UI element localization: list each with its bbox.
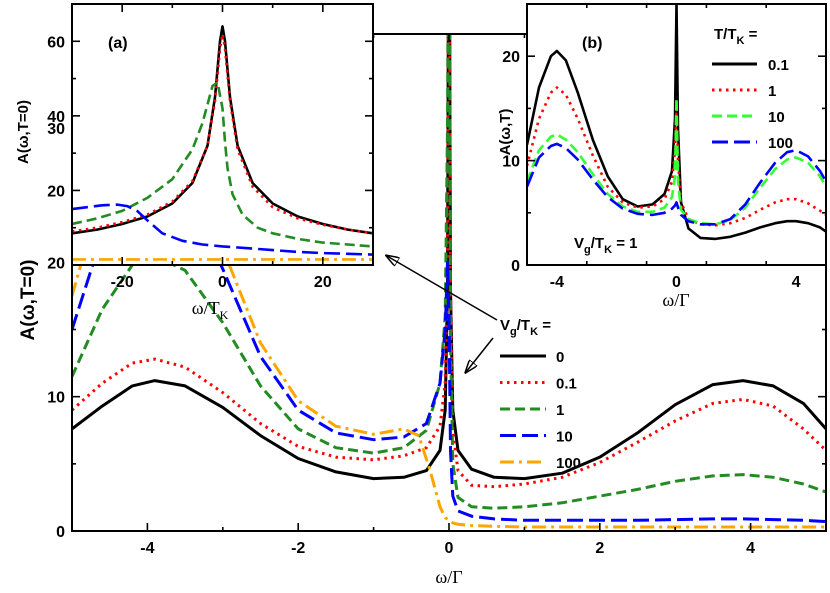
inset-b-panel-label: (b)	[582, 35, 602, 52]
main-legend-label-1: 1	[556, 402, 564, 419]
inset-a-series-line-10	[72, 203, 373, 256]
inset-b-legend-title: T/TK =	[714, 26, 758, 47]
inset-a-x-tick-label: 0	[218, 274, 227, 291]
legend-title-sub-k: K	[530, 326, 538, 338]
inset-a-series-line-0.1	[72, 32, 373, 235]
inset-a-x-axis-label: ω/TK	[192, 298, 229, 322]
legend-title-v: V	[500, 317, 510, 334]
inset-a-series-line-1	[72, 81, 373, 248]
inset-b-legend-label-100: 100	[768, 135, 793, 152]
annotation-v: V	[574, 235, 584, 252]
main-x-tick-label: -2	[291, 540, 305, 557]
inset-b-y-axis-label: A(ω,T)	[497, 109, 514, 156]
main-y-tick-label: 10	[47, 390, 65, 407]
inset-b-x-tick-label: -4	[550, 274, 564, 291]
main-series-line-1	[72, 34, 826, 510]
main-x-axis-label: ω/Γ	[435, 567, 462, 587]
main-x-tick-label: 2	[595, 540, 604, 557]
inset-a-x-tick-label: -20	[111, 274, 134, 291]
legend-title-sub-g: g	[510, 326, 517, 338]
inset-b-y-tick-label: 10	[502, 154, 520, 171]
inset-b-y-tick-label: 0	[511, 258, 520, 275]
inset-b-series-line-10	[527, 96, 826, 226]
panel-inset-a: -20 0 20 20 40 60 (a) ω/TK A(ω,T=0)	[15, 3, 374, 322]
main-legend-label-0: 0	[556, 349, 564, 366]
inset-b-legend-title-sub: K	[737, 35, 745, 47]
annotation-mid: /T	[591, 235, 604, 252]
main-y-tick-label: 30	[47, 121, 65, 138]
inset-a-y-tick-label: 20	[47, 183, 65, 200]
annotation-sub-k: K	[604, 244, 612, 256]
inset-b-annotation: Vg/TK = 1	[574, 235, 637, 256]
legend-title-eq: =	[538, 317, 551, 334]
arrow-to-inset-a	[387, 256, 498, 321]
inset-b-axes-frame	[526, 3, 827, 266]
inset-a-panel-label: (a)	[108, 35, 128, 52]
inset-b-series-line-0.1	[527, 4, 826, 241]
inset-b-legend-label-0.1: 0.1	[768, 57, 789, 74]
inset-b-series-group	[527, 4, 826, 241]
inset-a-y-tick-label: 40	[47, 109, 65, 126]
inset-a-xlabel-sub: K	[220, 308, 229, 322]
inset-a-xlabel-main: ω/T	[192, 298, 220, 318]
arrow-to-peak	[466, 337, 494, 372]
inset-b-x-tick-label: 4	[792, 274, 801, 291]
inset-b-legend-title-eq: =	[744, 26, 757, 43]
main-legend-title: Vg/TK =	[500, 317, 551, 338]
annotation-eq: = 1	[612, 235, 637, 252]
inset-a-x-tick-label: 20	[314, 274, 332, 291]
main-legend-label-0.1: 0.1	[556, 376, 577, 393]
main-series-line-10	[72, 161, 826, 524]
inset-b-legend-label-1: 1	[768, 83, 776, 100]
inset-a-y-tick-label: 60	[47, 34, 65, 51]
legend-title-mid: /T	[517, 317, 530, 334]
main-y-tick-label: 20	[47, 255, 65, 272]
inset-b-x-tick-label: 0	[672, 274, 681, 291]
inset-b-legend-title-main: T/T	[714, 26, 737, 43]
inset-a-series-line-0	[72, 25, 373, 235]
main-legend-label-10: 10	[556, 429, 573, 446]
inset-a-y-axis-label: A(ω,T=0)	[15, 100, 32, 164]
inset-b-legend-label-10: 10	[768, 109, 785, 126]
inset-b-series-line-100	[527, 142, 826, 226]
inset-b-y-tick-label: 20	[502, 49, 520, 66]
main-series-line-0.1	[72, 34, 826, 489]
annotation-sub-g: g	[584, 244, 591, 256]
main-series-line-0	[72, 34, 826, 481]
main-legend-label-100: 100	[556, 455, 581, 472]
main-x-tick-label: 4	[746, 540, 755, 557]
main-y-tick-label: 0	[56, 524, 65, 541]
inset-b-x-axis-label: ω/Γ	[662, 290, 689, 310]
main-y-axis-label: A(ω,T=0)	[18, 260, 39, 341]
main-x-tick-label: -4	[140, 540, 154, 557]
main-x-tick-label: 0	[445, 540, 454, 557]
